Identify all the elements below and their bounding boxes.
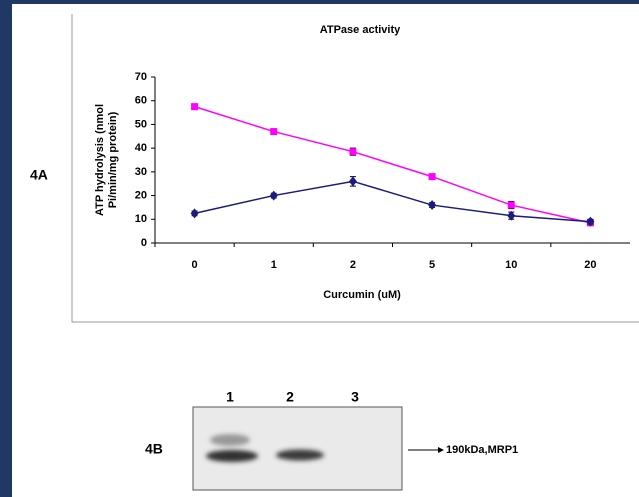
x-axis-label: Curcumin (uM) <box>323 289 401 301</box>
y-tick-label: 50 <box>135 118 147 130</box>
blot-band <box>206 450 258 462</box>
lane-label: 2 <box>286 389 294 405</box>
series-line <box>195 181 591 221</box>
data-point <box>349 176 357 186</box>
data-point <box>270 128 277 135</box>
x-tick-label: 10 <box>505 259 517 271</box>
data-point <box>428 200 436 210</box>
data-point <box>508 202 515 209</box>
x-tick-label: 1 <box>271 259 277 271</box>
lane-label: 3 <box>351 389 359 405</box>
x-tick-label: 5 <box>429 259 435 271</box>
data-point <box>349 148 356 155</box>
y-tick-label: 30 <box>135 166 147 178</box>
blot-image <box>193 407 402 490</box>
x-tick-label: 0 <box>192 259 198 271</box>
y-tick-label: 70 <box>135 71 147 83</box>
y-axis-label-line: ATP hydrolysis (nmol <box>94 104 106 216</box>
chart-frame <box>72 14 639 322</box>
y-tick-label: 60 <box>135 95 147 107</box>
x-tick-label: 2 <box>350 259 356 271</box>
y-tick-label: 40 <box>135 142 147 154</box>
lane-label: 1 <box>226 389 234 405</box>
figure-canvas: 4A ATPase activity Curcumin (uM) ATP hyd… <box>0 0 639 497</box>
figure: 4A ATPase activity Curcumin (uM) ATP hyd… <box>0 0 639 497</box>
blot-smear <box>210 434 250 446</box>
data-point <box>191 103 198 110</box>
y-axis-label: ATP hydrolysis (nmol Pi/min/mg protein) <box>94 104 119 216</box>
data-point <box>429 173 436 180</box>
panel-label: 4B <box>145 441 163 457</box>
y-axis-label-line: Pi/min/mg protein) <box>107 111 119 208</box>
chart-title: ATPase activity <box>320 24 401 36</box>
blot-band <box>276 450 324 461</box>
x-tick-label: 20 <box>584 259 596 271</box>
frame-left <box>0 0 12 497</box>
series-line <box>195 107 591 223</box>
data-point <box>270 191 278 201</box>
panel-label: 4A <box>30 167 48 183</box>
frame-top <box>0 0 639 4</box>
y-tick-label: 20 <box>135 189 147 201</box>
y-tick-label: 10 <box>135 213 147 225</box>
arrow-head <box>438 447 444 453</box>
y-tick-label: 0 <box>141 237 147 249</box>
blot-annotation: 190kDa,MRP1 <box>446 444 518 456</box>
data-point <box>191 208 199 218</box>
